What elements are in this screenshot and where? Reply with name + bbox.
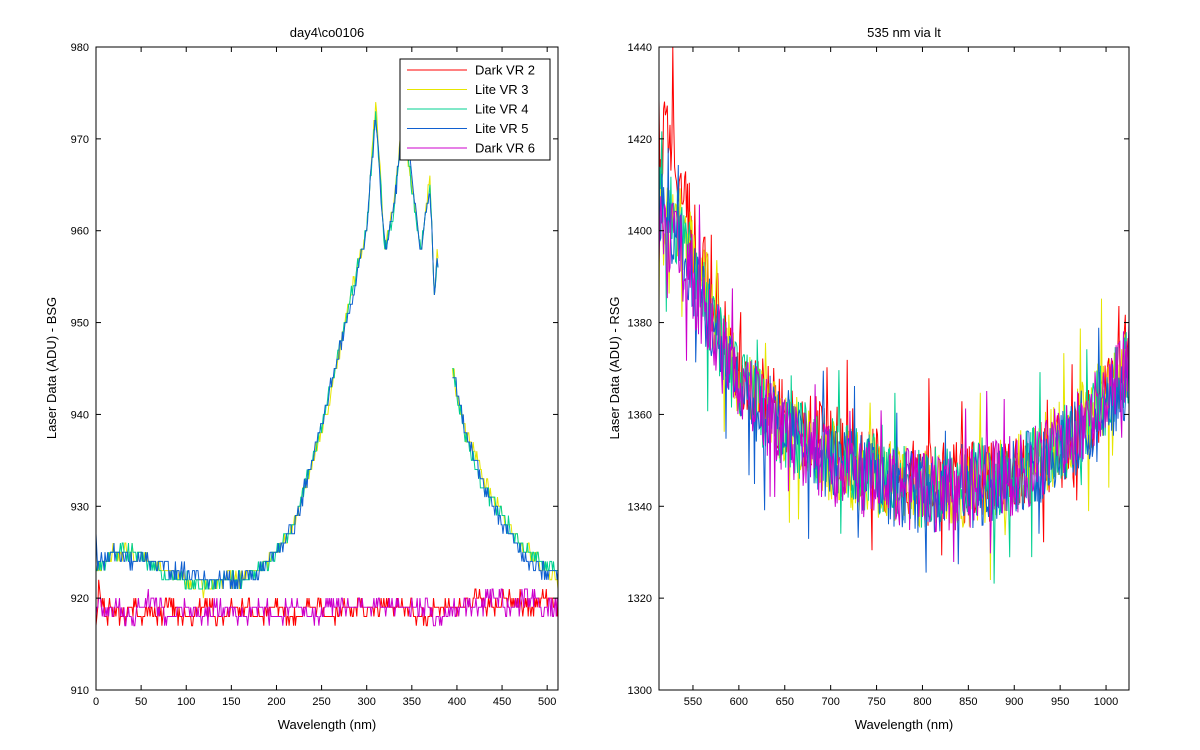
right-plot-area: 550 600 650 700 750 800 850 900 950 1000 1300 1320 1… — [628, 42, 1130, 708]
y-tick-label: 1400 — [628, 226, 652, 238]
y-tick-label: 1340 — [628, 501, 652, 513]
x-tick-label: 50 — [135, 696, 147, 708]
y-tick-label: 1320 — [628, 593, 652, 605]
x-tick-label: 200 — [267, 696, 285, 708]
right-xlabel: Wavelength (nm) — [855, 717, 954, 732]
y-tick-label: 1360 — [628, 409, 652, 421]
left-xlabel: Wavelength (nm) — [278, 717, 377, 732]
y-tick-label: 980 — [71, 42, 89, 54]
x-tick-label: 750 — [867, 696, 885, 708]
left-plot-area: 0 50 100 150 200 250 300 350 400 450 500 910 920 930 9… — [71, 42, 559, 708]
legend-label: Lite VR 4 — [475, 102, 528, 117]
series-group — [96, 102, 558, 627]
x-tick-label: 150 — [222, 696, 240, 708]
left-ylabel: Laser Data (ADU) - BSG — [44, 297, 59, 439]
y-tick-label: 920 — [71, 593, 89, 605]
y-tick-label: 1440 — [628, 42, 652, 54]
y-tick-label: 910 — [71, 685, 89, 697]
axes-frame — [95, 46, 559, 691]
left-title: day4\co0106 — [290, 25, 364, 40]
right-ylabel: Laser Data (ADU) - RSG — [607, 296, 622, 439]
x-tick-label: 500 — [538, 696, 556, 708]
legend-entries: Dark VR 2 Lite VR 3 Lite VR 4 Lite VR 5 Dark… — [407, 63, 535, 156]
y-tick-label: 1300 — [628, 685, 652, 697]
x-tick-label: 400 — [448, 696, 466, 708]
x-tick-label: 900 — [1005, 696, 1023, 708]
y-tick-label: 970 — [71, 134, 89, 146]
x-tick-label: 1000 — [1094, 696, 1118, 708]
series-line-4 — [96, 111, 558, 590]
y-tick-label: 1380 — [628, 318, 652, 330]
y-tick-label: 1420 — [628, 134, 652, 146]
series-line-5 — [659, 196, 1129, 563]
x-tick-label: 550 — [684, 696, 702, 708]
y-tick-label: 960 — [71, 226, 89, 238]
legend-label: Dark VR 2 — [475, 63, 535, 78]
legend-label: Lite VR 3 — [475, 82, 528, 97]
y-tick-label: 940 — [71, 409, 89, 421]
y-tick-label: 950 — [71, 318, 89, 330]
legend-label: Lite VR 5 — [475, 121, 528, 136]
x-tick-label: 650 — [776, 696, 794, 708]
series-line-5 — [96, 588, 558, 627]
left-legend: Dark VR 2 Lite VR 3 Lite VR 4 Lite VR 5 Dark… — [399, 58, 551, 161]
legend-label: Dark VR 6 — [475, 141, 535, 156]
x-tick-label: 700 — [821, 696, 839, 708]
series-group — [659, 47, 1129, 584]
left-axes: day4\co0106 Wavelength (nm) Laser Data (… — [44, 25, 559, 732]
right-title: 535 nm via lt — [867, 25, 941, 40]
x-tick-label: 300 — [358, 696, 376, 708]
x-tick-label: 250 — [312, 696, 330, 708]
x-tick-label: 450 — [493, 696, 511, 708]
x-tick-label: 100 — [177, 696, 195, 708]
right-axes: 535 nm via lt Wavelength (nm) Laser Data… — [607, 25, 1130, 732]
y-tick-label: 930 — [71, 501, 89, 513]
x-tick-label: 0 — [93, 696, 99, 708]
x-tick-label: 950 — [1051, 696, 1069, 708]
x-tick-label: 350 — [403, 696, 421, 708]
x-tick-label: 850 — [959, 696, 977, 708]
x-tick-label: 600 — [730, 696, 748, 708]
series-line-1 — [96, 579, 558, 627]
axes-frame — [658, 46, 1130, 691]
x-tick-label: 800 — [913, 696, 931, 708]
